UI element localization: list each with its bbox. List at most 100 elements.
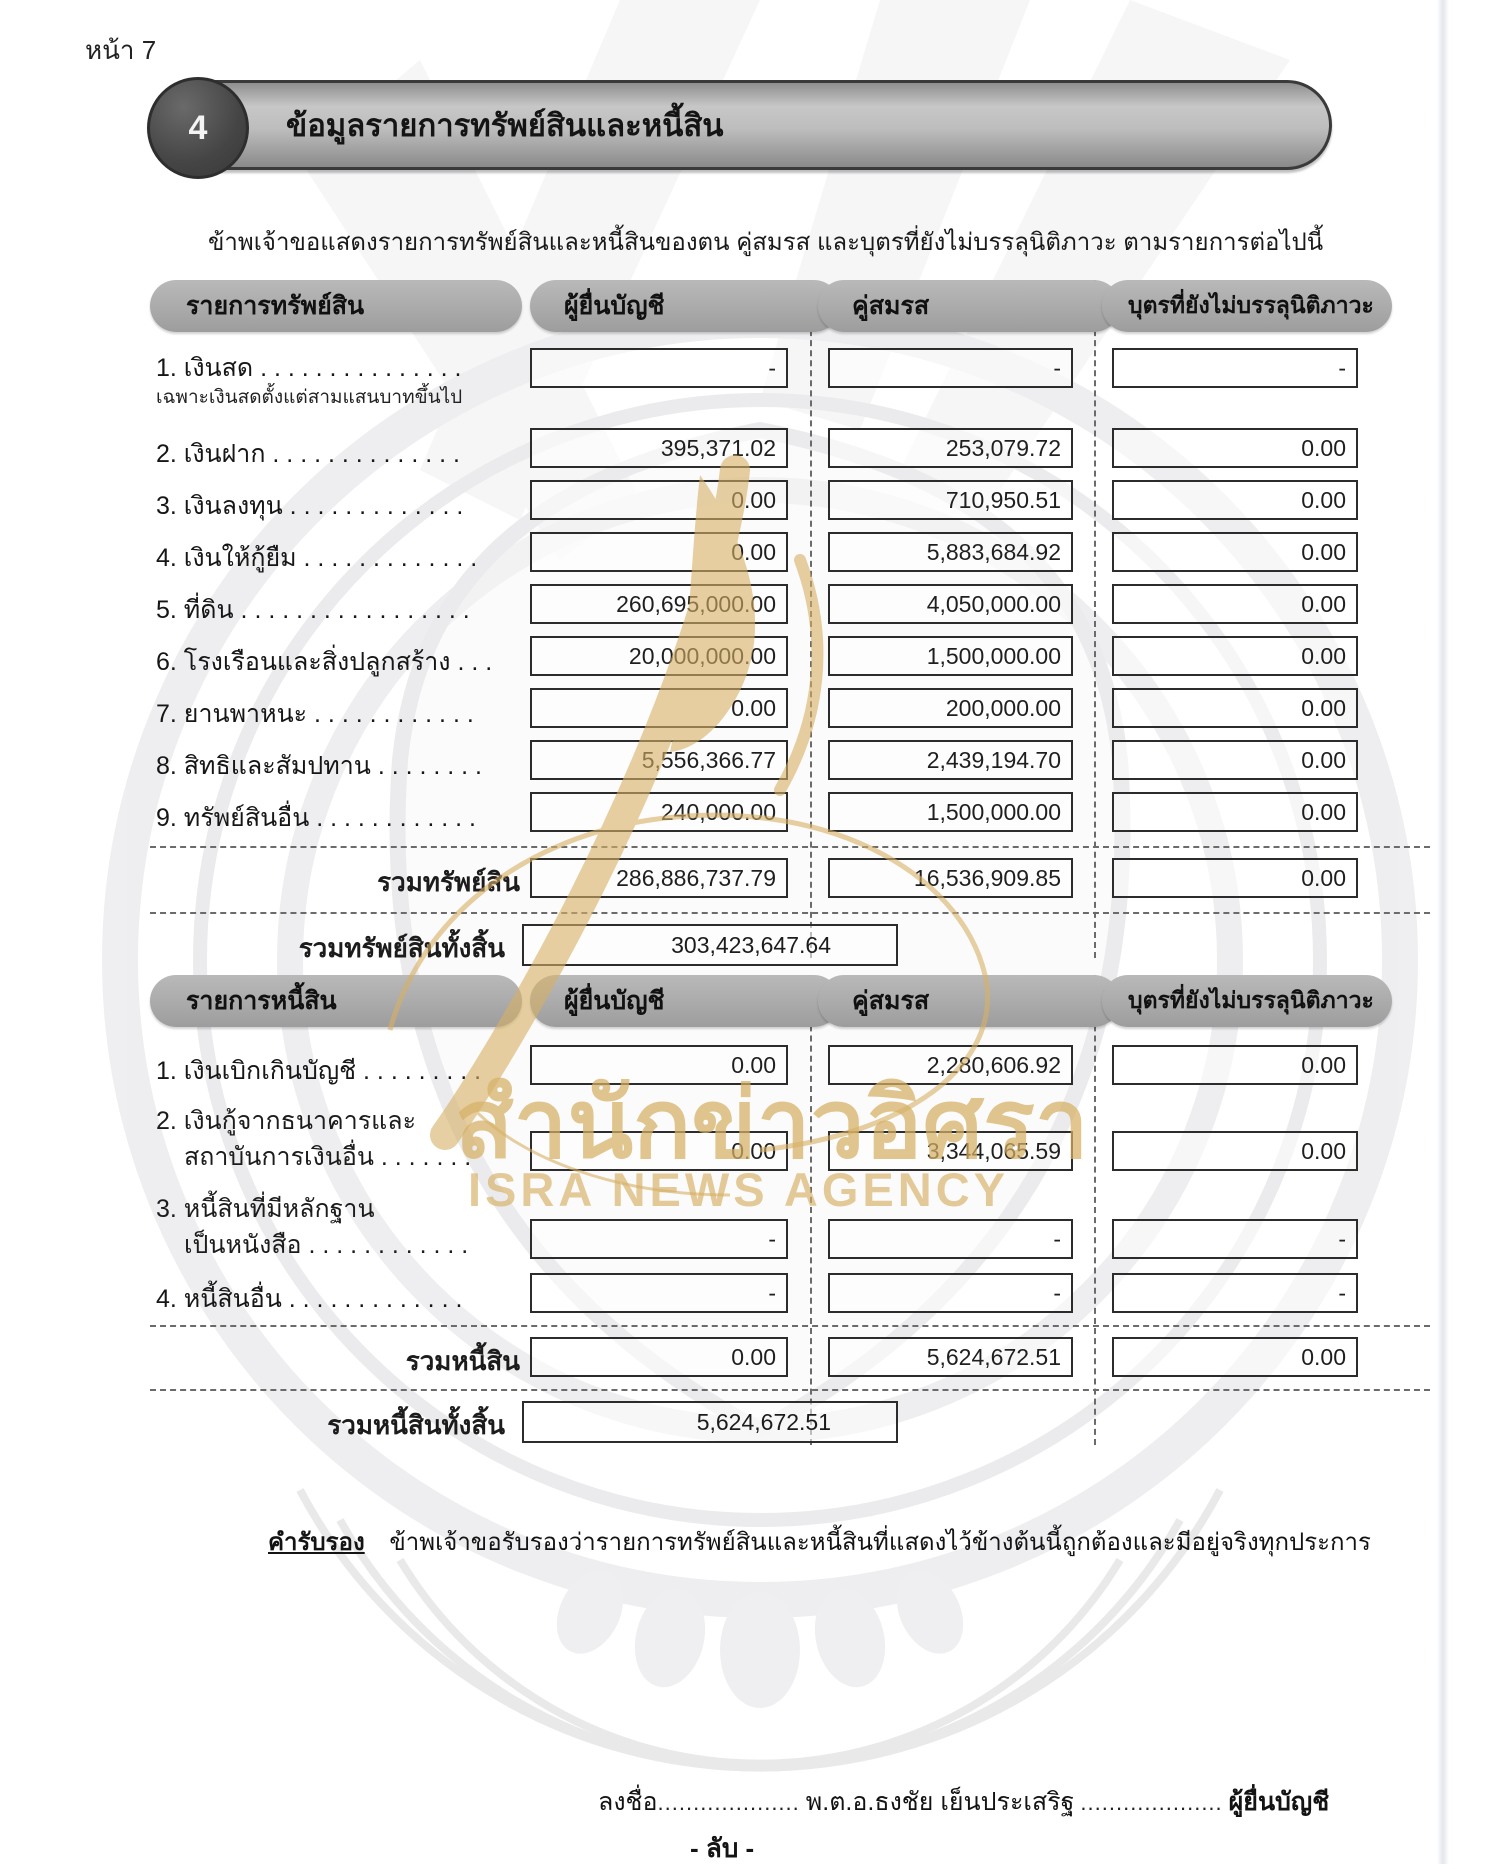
dashed-separator [150, 1325, 1430, 1327]
filer-value-box: 0.00 [530, 1131, 788, 1171]
liability-row-written-debts: 3. หนี้สินที่มีหลักฐาน เป็นหนังสือ . . .… [150, 1189, 1430, 1265]
header-child: บุตรที่ยังไม่บรรลุนิติภาวะ [1102, 975, 1392, 1027]
row-label: 5. ที่ดิน . . . . . . . . . . . . . . . … [156, 596, 470, 624]
child-value-box: - [1112, 348, 1358, 388]
row-label: 8. สิทธิและสัมปทาน . . . . . . . . [156, 752, 483, 780]
child-value-box: 0.00 [1112, 636, 1358, 676]
liability-row-overdraft: 1. เงินเบิกเกินบัญชี . . . . . . . . . 0… [150, 1045, 1430, 1085]
assets-table-header: รายการทรัพย์สิน ผู้ยื่นบัญชี คู่สมรส บุต… [150, 280, 1430, 332]
row-label: 2. เงินฝาก . . . . . . . . . . . . . . [156, 440, 460, 468]
dashed-separator [150, 846, 1430, 848]
confidential-label: - ลับ - [690, 1833, 755, 1863]
header-spouse: คู่สมรส [818, 975, 1120, 1027]
child-value-box: - [1112, 1273, 1358, 1313]
header-liability-items: รายการหนี้สิน [150, 975, 522, 1027]
page-number: หน้า 7 [85, 35, 157, 65]
header-filer: ผู้ยื่นบัญชี [530, 280, 840, 332]
row-label: 4. หนี้สินอื่น . . . . . . . . . . . . . [156, 1285, 463, 1313]
child-value-box: 0.00 [1112, 740, 1358, 780]
signer-role: ผู้ยื่นบัญชี [1228, 1788, 1330, 1816]
liabilities-table-header: รายการหนี้สิน ผู้ยื่นบัญชี คู่สมรส บุตรท… [150, 975, 1430, 1027]
assets-total-label: รวมทรัพย์สิน [377, 867, 520, 897]
liabilities-grand-total-label: รวมหนี้สินทั้งสิ้น [327, 1410, 505, 1440]
liabilities-grand-total-box: 5,624,672.51 [522, 1401, 898, 1443]
spouse-value-box: 3,344,065.59 [828, 1131, 1073, 1171]
header-filer: ผู้ยื่นบัญชี [530, 975, 840, 1027]
row-label: 9. ทรัพย์สินอื่น . . . . . . . . . . . . [156, 804, 476, 832]
liabilities-total-row: รวมหนี้สิน 0.00 5,624,672.51 0.00 [150, 1337, 1430, 1377]
liabilities-table: รายการหนี้สิน ผู้ยื่นบัญชี คู่สมรส บุตรท… [150, 975, 1430, 1445]
child-total-box: 0.00 [1112, 858, 1358, 898]
certification-text: ข้าพเจ้าขอรับรองว่ารายการทรัพย์สินและหนี… [389, 1529, 1371, 1556]
asset-row-other-assets: 9. ทรัพย์สินอื่น . . . . . . . . . . . .… [150, 792, 1430, 832]
row-label: 6. โรงเรือนและสิ่งปลูกสร้าง . . . [156, 648, 493, 676]
section-number: 4 [188, 108, 208, 147]
filer-total-box: 286,886,737.79 [530, 858, 788, 898]
row-label: 7. ยานพาหนะ . . . . . . . . . . . . [156, 700, 474, 728]
child-value-box: 0.00 [1112, 688, 1358, 728]
assets-table: รายการทรัพย์สิน ผู้ยื่นบัญชี คู่สมรส บุต… [150, 280, 1430, 966]
asset-row-cash: 1. เงินสด . . . . . . . . . . . . . . . … [150, 348, 1430, 416]
certification-label: คำรับรอง [268, 1529, 365, 1556]
intro-text: ข้าพเจ้าขอแสดงรายการทรัพย์สินและหนี้สินข… [208, 229, 1324, 256]
spouse-value-box: 4,050,000.00 [828, 584, 1073, 624]
child-value-box: 0.00 [1112, 792, 1358, 832]
filer-value-box: 0.00 [530, 688, 788, 728]
child-value-box: 0.00 [1112, 428, 1358, 468]
liabilities-total-label: รวมหนี้สิน [405, 1346, 520, 1376]
dotted-leader: .................... [657, 1790, 800, 1815]
signature-prefix: ลงชื่อ [598, 1788, 658, 1816]
spouse-value-box: - [828, 1219, 1073, 1259]
liability-row-other-debts: 4. หนี้สินอื่น . . . . . . . . . . . . .… [150, 1273, 1430, 1313]
spouse-value-box: - [828, 348, 1073, 388]
section-header-bar: 4 ข้อมูลรายการทรัพย์สินและหนี้สิน [147, 77, 1332, 179]
filer-value-box: 0.00 [530, 1045, 788, 1085]
asset-row-investments: 3. เงินลงทุน . . . . . . . . . . . . . 0… [150, 480, 1430, 520]
row-label-line1: 2. เงินกู้จากธนาคารและ [156, 1107, 417, 1135]
section-number-badge: 4 [147, 77, 249, 179]
spouse-value-box: 5,883,684.92 [828, 532, 1073, 572]
filer-value-box: 240,000.00 [530, 792, 788, 832]
child-total-box: 0.00 [1112, 1337, 1358, 1377]
row-label-line2: เป็นหนังสือ . . . . . . . . . . . . [184, 1231, 469, 1259]
header-child: บุตรที่ยังไม่บรรลุนิติภาวะ [1102, 280, 1392, 332]
spouse-value-box: 2,439,194.70 [828, 740, 1073, 780]
asset-row-deposits: 2. เงินฝาก . . . . . . . . . . . . . . 3… [150, 428, 1430, 468]
scan-page-edge [1437, 0, 1449, 1864]
filer-total-box: 0.00 [530, 1337, 788, 1377]
spouse-value-box: 1,500,000.00 [828, 636, 1073, 676]
filer-value-box: 20,000,000.00 [530, 636, 788, 676]
liability-row-bank-loans: 2. เงินกู้จากธนาคารและ สถาบันการเงินอื่น… [150, 1101, 1430, 1177]
child-value-box: 0.00 [1112, 584, 1358, 624]
filer-value-box: - [530, 348, 788, 388]
signer-name: พ.ต.อ.ธงชัย เย็นประเสริฐ [805, 1788, 1075, 1816]
child-value-box: 0.00 [1112, 1131, 1358, 1171]
assets-grand-total-label: รวมทรัพย์สินทั้งสิ้น [298, 933, 505, 963]
asset-row-loans-given: 4. เงินให้กู้ยืม . . . . . . . . . . . .… [150, 532, 1430, 572]
assets-grand-total-row: รวมทรัพย์สินทั้งสิ้น 303,423,647.64 [150, 924, 1430, 966]
spouse-value-box: - [828, 1273, 1073, 1313]
spouse-value-box: 200,000.00 [828, 688, 1073, 728]
asset-row-land: 5. ที่ดิน . . . . . . . . . . . . . . . … [150, 584, 1430, 624]
filer-value-box: - [530, 1273, 788, 1313]
asset-row-vehicles: 7. ยานพาหนะ . . . . . . . . . . . . 0.00… [150, 688, 1430, 728]
spouse-value-box: 1,500,000.00 [828, 792, 1073, 832]
dashed-separator [150, 1389, 1430, 1391]
filer-value-box: 5,556,366.77 [530, 740, 788, 780]
spouse-value-box: 710,950.51 [828, 480, 1073, 520]
filer-value-box: 260,695,000.00 [530, 584, 788, 624]
signature-line: ลงชื่อ.................... พ.ต.อ.ธงชัย เย… [598, 1782, 1329, 1822]
child-value-box: 0.00 [1112, 1045, 1358, 1085]
asset-row-concessions: 8. สิทธิและสัมปทาน . . . . . . . . 5,556… [150, 740, 1430, 780]
assets-total-row: รวมทรัพย์สิน 286,886,737.79 16,536,909.8… [150, 858, 1430, 898]
spouse-value-box: 2,280,606.92 [828, 1045, 1073, 1085]
filer-value-box: 0.00 [530, 480, 788, 520]
dotted-leader: .................... [1080, 1790, 1223, 1815]
header-assets-items: รายการทรัพย์สิน [150, 280, 522, 332]
assets-grand-total-box: 303,423,647.64 [522, 924, 898, 966]
row-label-line2: สถาบันการเงินอื่น . . . . . . . [184, 1143, 472, 1171]
certification-statement: คำรับรอง ข้าพเจ้าขอรับรองว่ารายการทรัพย์… [268, 1522, 1408, 1561]
asset-row-buildings: 6. โรงเรือนและสิ่งปลูกสร้าง . . . 20,000… [150, 636, 1430, 676]
child-value-box: - [1112, 1219, 1358, 1259]
